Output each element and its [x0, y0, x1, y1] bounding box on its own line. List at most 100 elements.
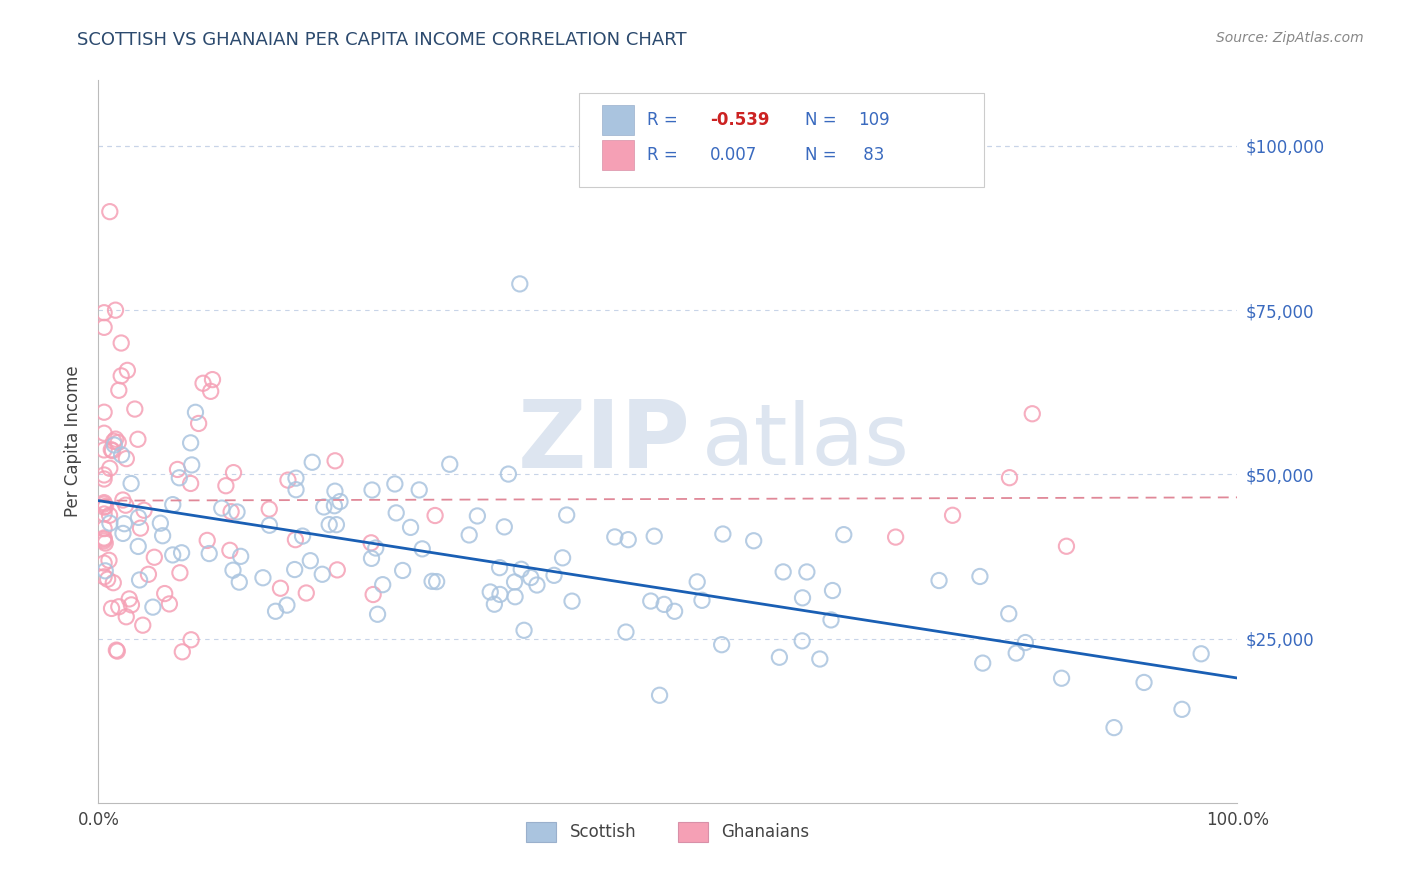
Point: [423, 508, 446, 523]
Point: [110, 336, 132, 351]
Point: [408, 483, 430, 497]
Point: [94, 564, 117, 578]
Point: [127, 540, 149, 554]
Point: [162, 548, 184, 562]
Point: [94, 536, 117, 550]
Point: [385, 506, 408, 520]
Point: [832, 527, 855, 541]
Point: [997, 607, 1019, 621]
Point: [710, 638, 733, 652]
Point: [100, 442, 122, 457]
Point: [1021, 407, 1043, 421]
Point: [543, 568, 565, 582]
Point: [648, 688, 671, 702]
Point: [124, 402, 146, 417]
Point: [93, 472, 115, 486]
Point: [361, 588, 384, 602]
Point: [219, 505, 242, 519]
Point: [526, 578, 548, 592]
Point: [93, 570, 115, 584]
Point: [118, 591, 141, 606]
Point: [1005, 646, 1028, 660]
Point: [157, 597, 180, 611]
Point: [198, 547, 221, 561]
Point: [295, 586, 318, 600]
Point: [652, 598, 675, 612]
Point: [603, 530, 626, 544]
Point: [555, 508, 578, 522]
Point: [360, 536, 382, 550]
Point: [93, 507, 115, 521]
Point: [117, 363, 139, 377]
Point: [1189, 647, 1212, 661]
Point: [115, 609, 138, 624]
Point: [93, 556, 115, 570]
Point: [1133, 675, 1156, 690]
Point: [104, 303, 127, 318]
Point: [149, 516, 172, 531]
Point: [1054, 539, 1078, 553]
Point: [420, 574, 443, 589]
Point: [180, 458, 202, 472]
Point: [259, 502, 281, 516]
Point: [142, 600, 165, 615]
Text: R =: R =: [647, 111, 683, 129]
Point: [820, 613, 842, 627]
Point: [98, 516, 121, 530]
Point: [128, 573, 150, 587]
Point: [509, 277, 531, 291]
Point: [252, 571, 274, 585]
Point: [93, 531, 115, 545]
Point: [664, 604, 686, 618]
Point: [792, 591, 814, 605]
Point: [264, 604, 287, 618]
Point: [972, 656, 994, 670]
Point: [211, 501, 233, 516]
Point: [617, 533, 640, 547]
Point: [458, 528, 481, 542]
Point: [166, 462, 188, 476]
Point: [132, 503, 155, 517]
Point: [323, 484, 346, 499]
Point: [323, 454, 346, 468]
Point: [111, 493, 134, 508]
Point: [101, 443, 124, 458]
Point: [200, 384, 222, 399]
Point: [364, 541, 387, 555]
Text: N =: N =: [804, 111, 841, 129]
Point: [391, 564, 413, 578]
Point: [318, 517, 340, 532]
Point: [98, 508, 121, 523]
Point: [690, 593, 713, 607]
Point: [998, 471, 1021, 485]
Point: [215, 479, 238, 493]
Point: [503, 574, 526, 589]
Point: [1171, 702, 1194, 716]
Point: [228, 575, 250, 590]
Point: [93, 500, 115, 515]
Point: [384, 477, 406, 491]
Point: [399, 520, 422, 534]
Point: [94, 500, 117, 514]
Point: [105, 644, 128, 658]
Point: [129, 521, 152, 535]
Point: [222, 563, 245, 577]
Point: [127, 432, 149, 446]
Point: [103, 438, 125, 452]
Point: [686, 574, 709, 589]
Point: [312, 500, 335, 514]
Point: [494, 520, 516, 534]
Point: [93, 496, 115, 510]
Point: [792, 633, 814, 648]
Point: [285, 483, 308, 497]
Point: [311, 567, 333, 582]
Point: [100, 601, 122, 615]
Point: [513, 624, 536, 638]
Point: [284, 533, 307, 547]
Point: [110, 448, 132, 462]
Point: [98, 461, 121, 475]
Point: [484, 597, 506, 611]
Point: [111, 526, 134, 541]
Point: [169, 566, 191, 580]
Text: ZIP: ZIP: [517, 395, 690, 488]
